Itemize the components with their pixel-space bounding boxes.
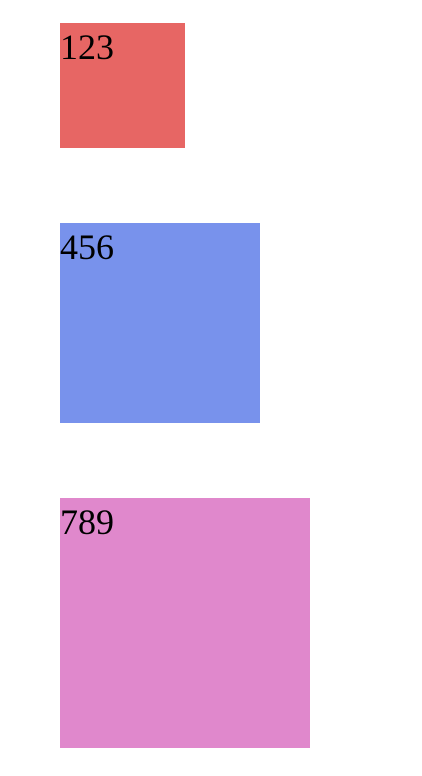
box-label: 123 [60,27,114,67]
box-label: 789 [60,502,114,542]
box-456: 456 [60,223,260,423]
box-label: 456 [60,227,114,267]
box-123: 123 [60,23,185,148]
box-789: 789 [60,498,310,748]
